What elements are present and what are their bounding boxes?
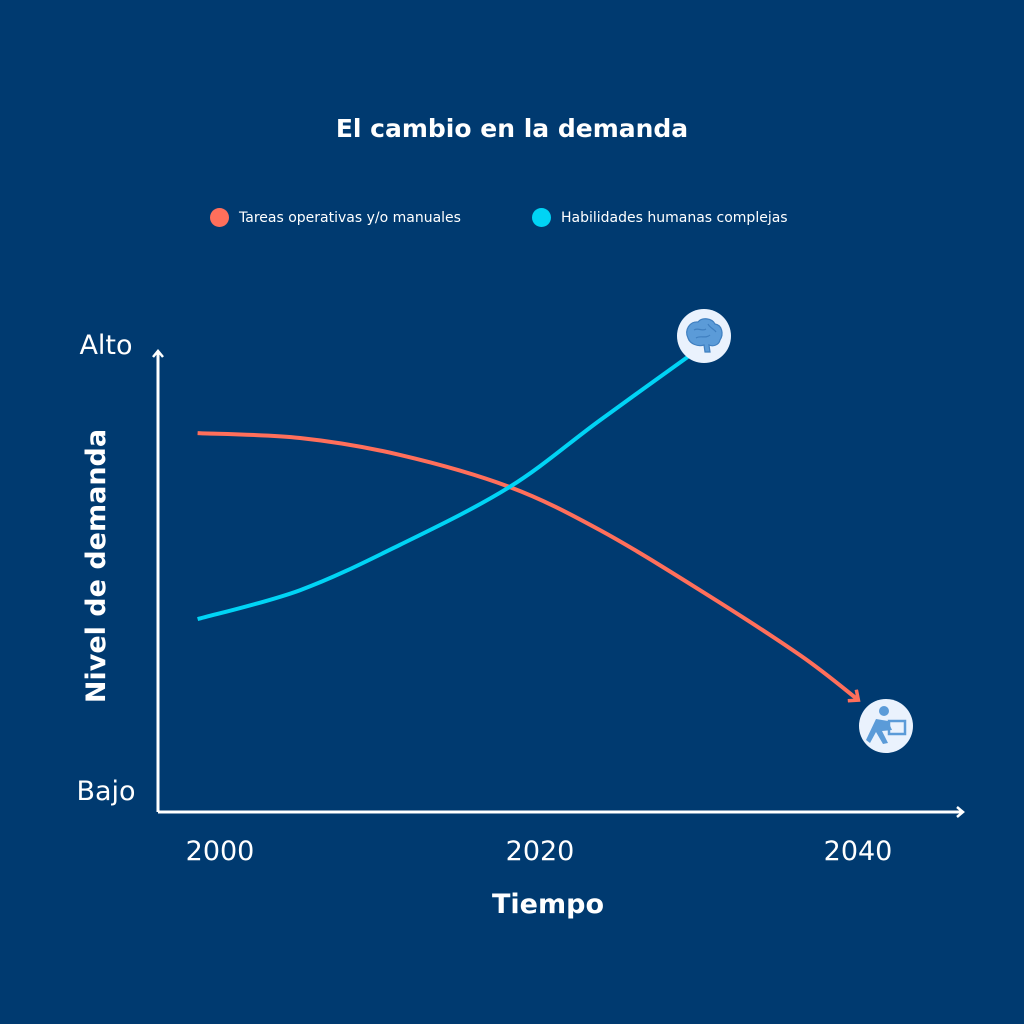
series-line-operativas: [197, 431, 859, 700]
legend-marker: [210, 208, 229, 227]
chart-title: El cambio en la demanda: [335, 114, 689, 143]
series-line-habilidades: [197, 348, 700, 622]
worker-lifting-box-icon: [859, 699, 913, 753]
legend-marker: [532, 208, 551, 227]
legend-item-operativas: Tareas operativas y/o manuales: [210, 208, 461, 227]
x-tick-2020: 2020: [506, 836, 575, 867]
y-tick-bajo: Bajo: [76, 776, 135, 807]
y-tick-alto: Alto: [79, 330, 132, 361]
legend-label: Habilidades humanas complejas: [561, 209, 788, 226]
x-axis-label: Tiempo: [492, 889, 604, 920]
brain-icon: [677, 309, 731, 363]
x-tick-2040: 2040: [824, 836, 893, 867]
legend-label: Tareas operativas y/o manuales: [239, 209, 461, 226]
legend-item-habilidades: Habilidades humanas complejas: [532, 208, 788, 227]
y-axis-label: Nivel de demanda: [81, 429, 112, 703]
x-tick-2000: 2000: [186, 836, 255, 867]
